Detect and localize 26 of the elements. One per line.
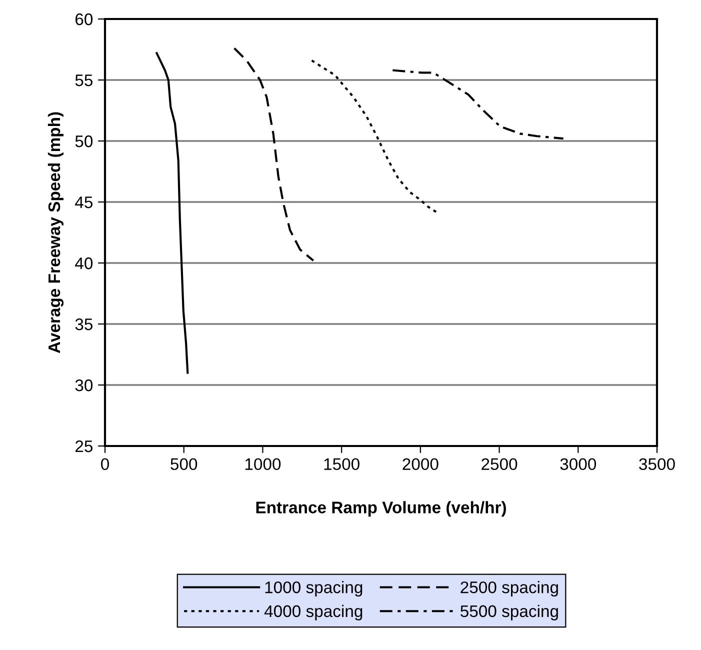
x-tick-label: 1000	[245, 458, 281, 470]
x-tick-label: 3500	[639, 458, 675, 470]
y-axis-title: Average Freeway Speed (mph)	[48, 112, 64, 354]
y-tick-label: 35	[75, 318, 92, 330]
x-tick-label: 1500	[324, 458, 360, 470]
line-series	[233, 47, 314, 262]
line-series	[156, 52, 189, 374]
y-tick-label: 25	[75, 440, 92, 452]
y-tick-label: 45	[75, 196, 92, 208]
legend-label: 1000 spacing	[265, 581, 362, 597]
x-tick-label: 2000	[402, 458, 438, 470]
x-tick-label: 2500	[482, 458, 518, 470]
y-tick-label: 55	[75, 74, 92, 86]
x-axis-title: Entrance Ramp Volume (veh/hr)	[256, 501, 506, 517]
line-series	[310, 59, 439, 214]
y-tick-label: 40	[75, 257, 93, 270]
legend-label: 2500 spacing	[460, 581, 558, 597]
x-tick-label: 500	[170, 458, 198, 470]
y-tick-label: 30	[75, 379, 93, 392]
y-tick-label: 60	[76, 13, 93, 26]
y-tick-label: 50	[75, 135, 93, 148]
x-tick-label: 0	[101, 458, 109, 470]
line-series	[392, 69, 564, 140]
legend-label: 5500 spacing	[460, 604, 558, 620]
x-tick-label: 3000	[560, 458, 596, 470]
legend-label: 4000 spacing	[264, 604, 362, 620]
